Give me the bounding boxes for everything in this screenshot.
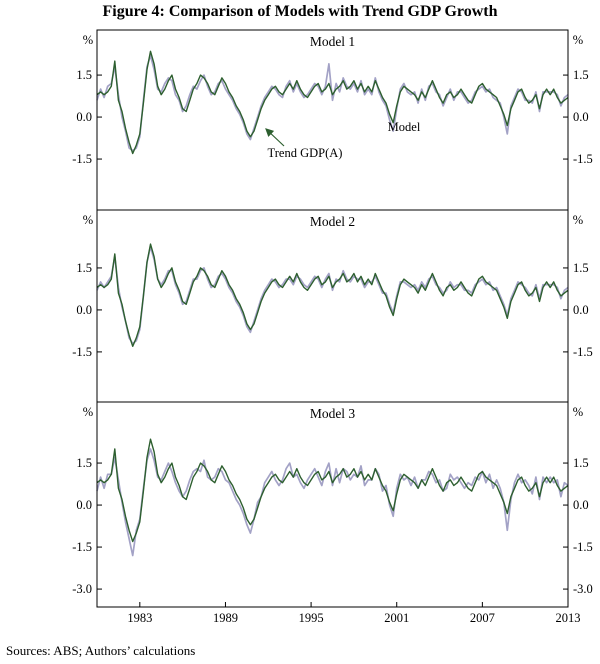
x-tick-label: 1995	[299, 611, 324, 625]
y-tick-label-right: -1.5	[573, 345, 593, 359]
x-tick-label: 2001	[384, 611, 409, 625]
percent-label-right: %	[573, 33, 583, 47]
x-tick-label: 1983	[127, 611, 152, 625]
trend-series-label: Trend GDP(A)	[268, 146, 343, 160]
y-tick-label-left: 1.5	[76, 68, 92, 82]
panel-title: Model 1	[310, 34, 355, 49]
y-tick-label-right: 1.5	[573, 261, 589, 275]
model-series-label: Model	[388, 120, 421, 134]
y-tick-label-left: -1.5	[72, 152, 92, 166]
percent-label-right: %	[573, 213, 583, 227]
y-tick-label-right: 0.0	[573, 498, 589, 512]
panel-3-trend-line	[96, 438, 569, 543]
percent-label-left: %	[83, 33, 93, 47]
trend-annotation-arrow	[265, 128, 285, 147]
panel-title: Model 2	[310, 214, 355, 229]
y-tick-label-left: -3.0	[72, 582, 92, 596]
y-tick-label-right: 0.0	[573, 303, 589, 317]
x-tick-label: 2013	[556, 611, 581, 625]
y-tick-label-left: 0.0	[76, 303, 92, 317]
source-note: Sources: ABS; Authors’ calculations	[6, 643, 196, 658]
y-tick-label-right: -1.5	[573, 152, 593, 166]
y-tick-label-left: 0.0	[76, 110, 92, 124]
x-tick-label: 1989	[213, 611, 238, 625]
y-tick-label-right: 1.5	[573, 456, 589, 470]
y-tick-label-left: 1.5	[76, 456, 92, 470]
panel-1-model-line	[96, 54, 569, 152]
y-tick-label-left: -1.5	[72, 540, 92, 554]
y-tick-label-right: 1.5	[573, 68, 589, 82]
y-tick-label-left: -1.5	[72, 345, 92, 359]
panel-2-trend-line	[96, 243, 569, 347]
plot-frame	[96, 29, 569, 608]
y-tick-label-right: 0.0	[573, 110, 589, 124]
panel-1-trend-line	[96, 50, 569, 155]
chart-title: Figure 4: Comparison of Models with Tren…	[102, 3, 498, 20]
percent-label-left: %	[83, 405, 93, 419]
y-tick-label-left: 1.5	[76, 261, 92, 275]
panel-title: Model 3	[310, 406, 356, 421]
x-tick-label: 2007	[470, 611, 495, 625]
y-tick-label-right: -1.5	[573, 540, 593, 554]
percent-label-right: %	[573, 405, 583, 419]
y-tick-label-right: -3.0	[573, 582, 593, 596]
panel-2-model-line	[96, 246, 569, 345]
y-tick-label-left: 0.0	[76, 498, 92, 512]
percent-label-left: %	[83, 213, 93, 227]
panel-3-model-line	[96, 448, 569, 557]
